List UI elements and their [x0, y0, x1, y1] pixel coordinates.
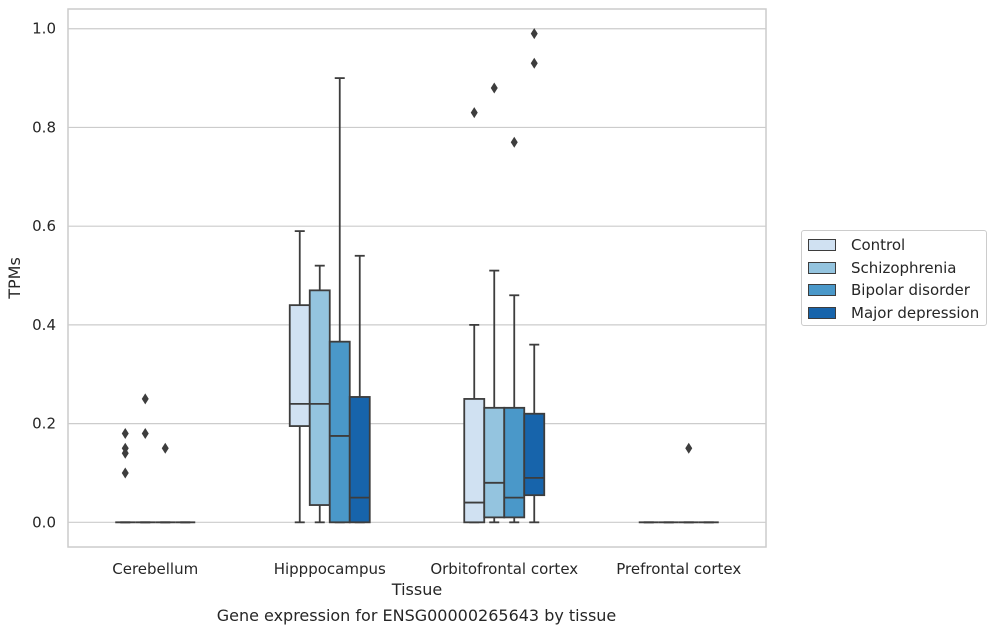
legend: Control Schizophrenia Bipolar disorder Majo…: [801, 230, 987, 326]
y-tick-label: 0.0: [32, 513, 56, 531]
outlier-point: [510, 136, 518, 148]
outlier-point: [121, 427, 129, 439]
box-body: [348, 396, 371, 524]
outlier-point: [530, 28, 538, 40]
outlier-point: [470, 107, 478, 119]
legend-label: Schizophrenia: [851, 258, 957, 277]
x-tick-label: Hipppocampus: [274, 560, 386, 578]
outlier-point: [121, 467, 129, 479]
box-body: [503, 406, 526, 519]
legend-item: Bipolar disorder: [808, 280, 970, 300]
legend-swatch: [808, 261, 836, 274]
outlier-point: [490, 82, 498, 94]
legend-item: Control: [808, 235, 905, 255]
box-control: [463, 323, 486, 524]
box-bipolar-disorder: [503, 294, 526, 524]
x-tick-label: Orbitofrontal cortex: [430, 560, 578, 578]
box-schizophrenia: [483, 269, 506, 524]
y-tick-label: 1.0: [32, 20, 56, 38]
legend-swatch: [808, 284, 836, 296]
gridlines: [68, 28, 766, 523]
figure-caption: Gene expression for ENSG00000265643 by t…: [216, 606, 617, 625]
outlier-point: [141, 427, 149, 439]
box-major-depression: [523, 343, 546, 524]
legend-label: Control: [851, 236, 906, 254]
outlier-points: [121, 28, 693, 479]
box-bipolar-disorder: [328, 77, 351, 524]
y-tick-label: 0.6: [32, 217, 56, 235]
box-control: [288, 230, 311, 524]
outlier-point: [141, 393, 149, 405]
outlier-point: [685, 442, 693, 454]
x-tick-label: Prefrontal cortex: [616, 560, 741, 578]
box-body: [288, 304, 311, 427]
y-axis-title: TPMs: [5, 257, 24, 300]
legend-item: Schizophrenia: [808, 258, 956, 278]
legend-label: Major depression: [851, 303, 980, 322]
x-axis-title: Tissue: [391, 580, 442, 599]
outlier-point: [161, 442, 169, 454]
y-tick-label: 0.2: [32, 415, 56, 433]
plot-area-frame: [67, 8, 767, 548]
outlier-point: [530, 57, 538, 69]
outlier-point: [121, 447, 129, 459]
legend-swatch: [808, 306, 836, 319]
box-body: [523, 412, 546, 497]
box-major-depression: [348, 254, 371, 524]
legend-item: Major depression: [808, 303, 979, 323]
legend-label: Bipolar disorder: [851, 281, 970, 299]
x-tick-label: Cerebellum: [112, 560, 198, 578]
boxes: [115, 77, 719, 524]
y-tick-label: 0.8: [32, 118, 56, 136]
box-body: [483, 406, 506, 519]
box-body: [308, 289, 331, 506]
box-schizophrenia: [308, 264, 331, 524]
y-tick-label: 0.4: [32, 316, 56, 334]
legend-swatch: [808, 239, 836, 251]
box-body: [328, 340, 351, 524]
axis-ticks: 0.0 0.2 0.4 0.6 0.8 1.0 Cerebellum Hipppocampus…: [32, 20, 741, 578]
box-body: [463, 398, 486, 524]
